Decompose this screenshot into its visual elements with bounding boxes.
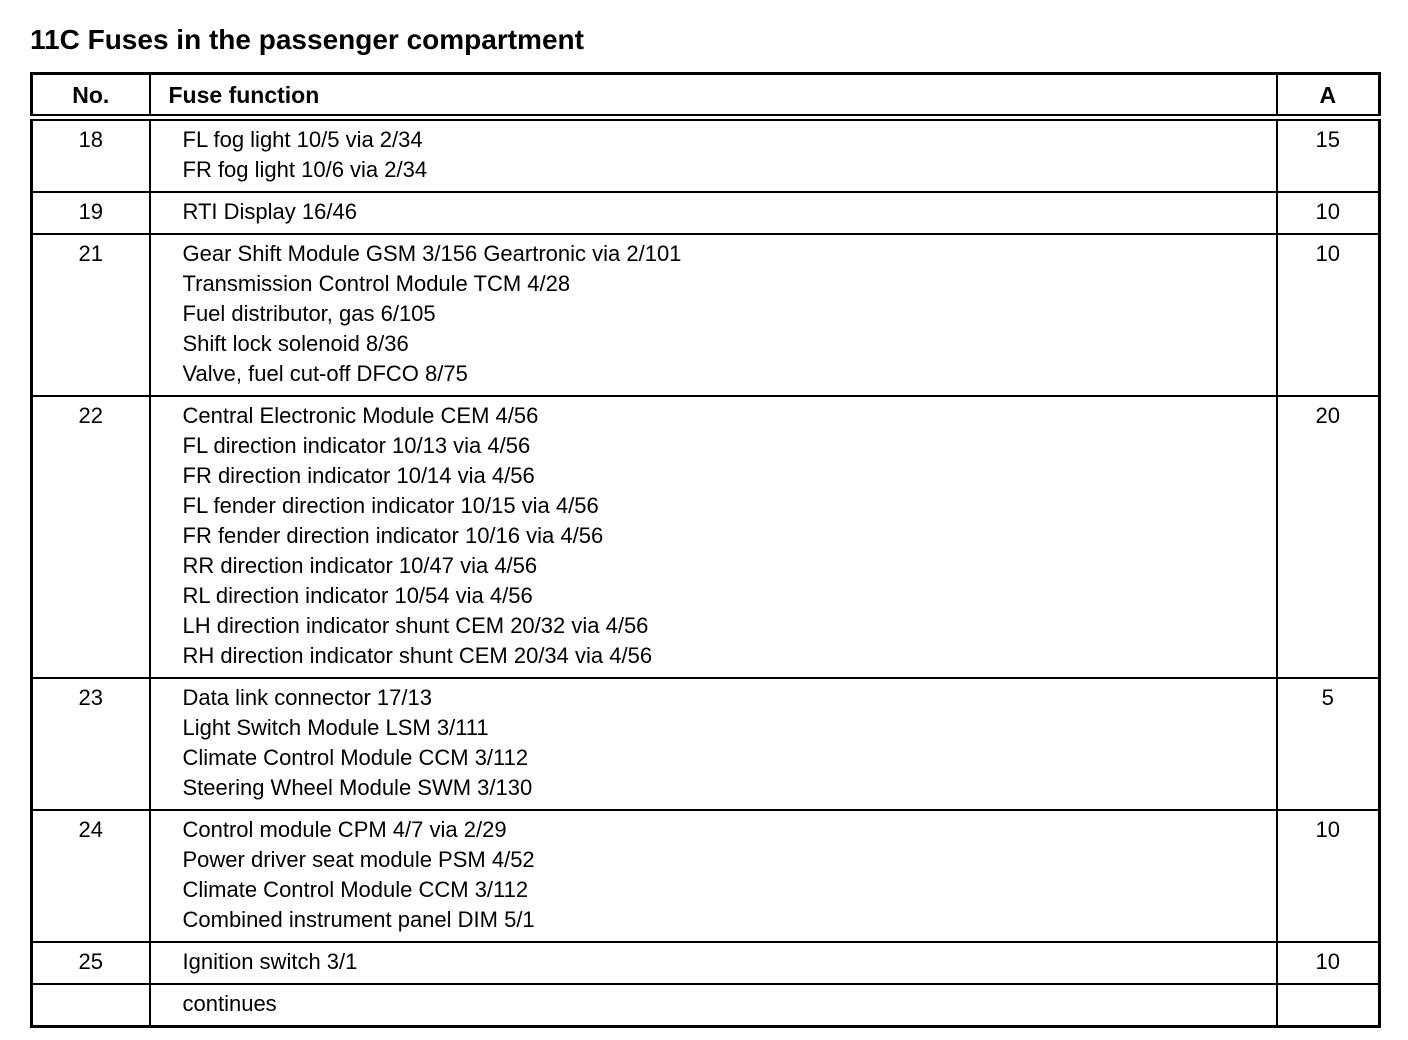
table-row: 24 Control module CPM 4/7 via 2/29 Power d… — [30, 809, 1381, 943]
column-header-function: Fuse function — [148, 72, 1278, 121]
fuse-amp-cell — [1275, 983, 1381, 1028]
table-row: 18 FL fog light 10/5 via 2/34 FR fog light… — [30, 116, 1381, 193]
fuse-no-cell: 21 — [30, 233, 151, 397]
fuse-no-cell: 24 — [30, 809, 151, 943]
fuse-no-cell — [30, 983, 151, 1028]
column-header-no: No. — [30, 72, 151, 121]
fuse-function-line: Light Switch Module LSM 3/111 — [182, 715, 489, 740]
table-row: continues — [30, 983, 1381, 1028]
fuse-function-cell: FL fog light 10/5 via 2/34 FR fog light 1… — [148, 116, 1278, 193]
fuse-function-line: Climate Control Module CCM 3/112 — [182, 745, 529, 770]
table-row: 25 Ignition switch 3/1 10 — [30, 941, 1381, 985]
header-row: No. Fuse function A — [30, 72, 1381, 121]
fuse-function-cell: continues — [148, 983, 1278, 1028]
fuse-function-line: Power driver seat module PSM 4/52 — [182, 847, 535, 872]
fuse-function-line: FR fog light 10/6 via 2/34 — [182, 157, 428, 182]
table-row: 22 Central Electronic Module CEM 4/56 FL d… — [30, 395, 1381, 679]
fuse-function-cell: Control module CPM 4/7 via 2/29 Power dri… — [148, 809, 1278, 943]
fuse-function-line: LH direction indicator shunt CEM 20/32 v… — [182, 613, 649, 638]
fuse-amp-cell: 15 — [1275, 116, 1381, 193]
table-row: 21 Gear Shift Module GSM 3/156 Geartronic… — [30, 233, 1381, 397]
fuse-function-line: RTI Display 16/46 — [182, 199, 357, 224]
fuse-function-line: FL fog light 10/5 via 2/34 — [182, 127, 423, 152]
fuse-function-line: Data link connector 17/13 — [182, 685, 433, 710]
fuse-function-line: Steering Wheel Module SWM 3/130 — [182, 775, 533, 800]
fuse-amp-cell: 10 — [1275, 809, 1381, 943]
fuse-function-cell: RTI Display 16/46 — [148, 191, 1278, 235]
fuse-function-cell: Gear Shift Module GSM 3/156 Geartronic v… — [148, 233, 1278, 397]
page-title: 11C Fuses in the passenger compartment — [30, 24, 584, 55]
fuse-function-line: Shift lock solenoid 8/36 — [182, 331, 409, 356]
fuse-function-line: FL fender direction indicator 10/15 via … — [182, 493, 599, 518]
fuse-function-line: Ignition switch 3/1 — [182, 949, 358, 974]
fuse-function-cell: Central Electronic Module CEM 4/56 FL dir… — [148, 395, 1278, 679]
table-row: 23 Data link connector 17/13 Light Switch … — [30, 677, 1381, 811]
fuse-function-line: Fuel distributor, gas 6/105 — [182, 301, 436, 326]
fuse-function-line: RH direction indicator shunt CEM 20/34 v… — [182, 643, 653, 668]
fuse-function-line: FR fender direction indicator 10/16 via … — [182, 523, 604, 548]
fuse-function-line: Combined instrument panel DIM 5/1 — [182, 907, 535, 932]
fuse-function-line: Control module CPM 4/7 via 2/29 — [182, 817, 507, 842]
fuse-function-line: FL direction indicator 10/13 via 4/56 — [182, 433, 531, 458]
fuse-table: No. Fuse function A 18 FL fog light 10/5 … — [30, 72, 1381, 1028]
table-row: 19 RTI Display 16/46 10 — [30, 191, 1381, 235]
fuse-table-body: 18 FL fog light 10/5 via 2/34 FR fog light… — [30, 116, 1381, 1028]
fuse-function-line: continues — [182, 991, 277, 1016]
fuse-amp-cell: 5 — [1275, 677, 1381, 811]
fuse-function-line: Valve, fuel cut-off DFCO 8/75 — [182, 361, 468, 386]
fuse-amp-cell: 20 — [1275, 395, 1381, 679]
fuse-no-cell: 23 — [30, 677, 151, 811]
fuse-no-cell: 22 — [30, 395, 151, 679]
fuse-table-header: No. Fuse function A — [30, 72, 1381, 121]
fuse-function-line: Climate Control Module CCM 3/112 — [182, 877, 529, 902]
fuse-function-line: FR direction indicator 10/14 via 4/56 — [182, 463, 535, 488]
column-header-amp: A — [1275, 72, 1381, 121]
fuse-amp-cell: 10 — [1275, 233, 1381, 397]
fuse-no-cell: 18 — [30, 116, 151, 193]
fuse-function-line: Gear Shift Module GSM 3/156 Geartronic v… — [182, 241, 682, 266]
fuse-function-line: RR direction indicator 10/47 via 4/56 — [182, 553, 538, 578]
fuse-function-line: Transmission Control Module TCM 4/28 — [182, 271, 571, 296]
fuse-amp-cell: 10 — [1275, 191, 1381, 235]
fuse-no-cell: 25 — [30, 941, 151, 985]
fuse-function-line: Central Electronic Module CEM 4/56 — [182, 403, 539, 428]
fuse-function-cell: Data link connector 17/13 Light Switch Mo… — [148, 677, 1278, 811]
fuse-function-cell: Ignition switch 3/1 — [148, 941, 1278, 985]
fuse-amp-cell: 10 — [1275, 941, 1381, 985]
fuse-function-line: RL direction indicator 10/54 via 4/56 — [182, 583, 533, 608]
fuse-no-cell: 19 — [30, 191, 151, 235]
